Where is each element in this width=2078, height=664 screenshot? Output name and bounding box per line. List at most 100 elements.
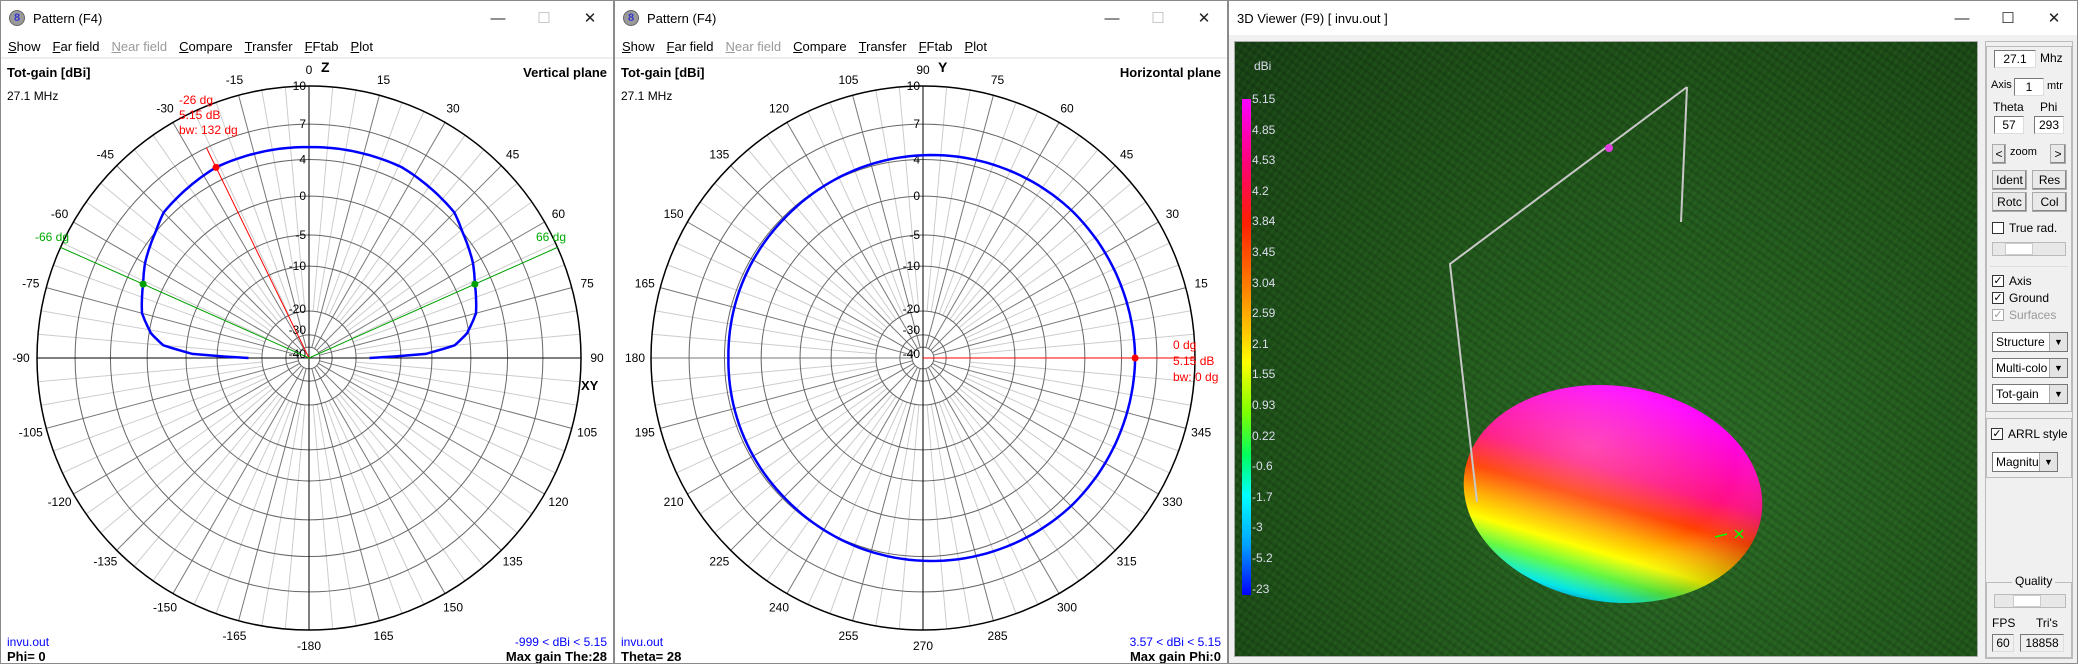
checkbox-box[interactable]: ✓: [1991, 428, 2003, 440]
checkbox-box[interactable]: ✓: [1992, 292, 2004, 304]
checkbox-label: Axis: [2009, 274, 2032, 288]
quantity-dropdown[interactable]: Tot-gain ▼: [1992, 384, 2068, 404]
menu-near-field[interactable]: Near field: [725, 39, 782, 54]
axis-checkbox[interactable]: ✓ Axis: [1992, 274, 2032, 288]
pattern-window-horizontal: 8 Pattern (F4) — ☐ ✕ Show Far field Near…: [614, 0, 1228, 664]
minor-spoke: [958, 182, 1132, 329]
cut-label: Theta= 28: [621, 649, 682, 664]
checkbox-box[interactable]: [1992, 222, 2004, 234]
checkbox-box[interactable]: ✓: [1992, 309, 2004, 321]
title-bar[interactable]: 8 Pattern (F4) — ☐ ✕: [1, 1, 613, 35]
minimize-button[interactable]: —: [1954, 9, 1970, 27]
major-spoke: [73, 363, 300, 495]
angle-label: 60: [1060, 102, 1074, 116]
angle-label: 135: [709, 147, 729, 161]
zoom-out-button[interactable]: <: [1992, 144, 2006, 164]
minimize-button[interactable]: —: [490, 9, 506, 27]
col-button[interactable]: Col: [2032, 192, 2067, 212]
ring-label: -40: [903, 347, 921, 361]
maximize-button[interactable]: ☐: [2001, 10, 2015, 27]
menu-far-field[interactable]: Far field: [52, 39, 100, 54]
menu-plot[interactable]: Plot: [964, 39, 987, 54]
menu-transfer[interactable]: Transfer: [858, 39, 907, 54]
res-button[interactable]: Res: [2032, 170, 2067, 190]
title-bar[interactable]: 8 Pattern (F4) — ☐ ✕: [615, 1, 1227, 35]
minor-spoke: [62, 242, 267, 339]
ground-checkbox[interactable]: ✓ Ground: [1992, 291, 2049, 305]
axis-length-field[interactable]: 1: [2014, 78, 2044, 96]
menu-show[interactable]: Show: [622, 39, 655, 54]
minor-spoke: [667, 373, 879, 452]
angle-label: 270: [913, 639, 933, 653]
structure-dropdown[interactable]: Structure ▼: [1992, 332, 2068, 352]
minor-spoke: [969, 361, 1195, 383]
true-rad-slider[interactable]: [1992, 242, 2066, 256]
major-spoke: [172, 367, 304, 594]
true-rad-checkbox[interactable]: True rad.: [1992, 221, 2057, 235]
zoom-in-button[interactable]: >: [2050, 144, 2066, 164]
display-group: [1986, 46, 2072, 412]
menu-compare[interactable]: Compare: [179, 39, 233, 54]
checkbox-box[interactable]: ✓: [1992, 275, 2004, 287]
major-spoke: [46, 287, 299, 356]
minor-spoke: [152, 396, 283, 582]
3d-viewport[interactable]: dBi 5.15 4.85 4.53 4.2 3.84 3.45 3.04 2.59 2.1 1.…: [1234, 41, 1978, 657]
minor-spoke: [193, 400, 290, 605]
minor-spoke: [965, 377, 1170, 474]
frequency-field[interactable]: 27.1: [1994, 50, 2036, 68]
scale-mode-dropdown[interactable]: Magnitud ▼: [1992, 452, 2058, 472]
legend-value: -0.6: [1252, 459, 1273, 474]
phi-field[interactable]: 293: [2034, 116, 2064, 134]
app-icon: 8: [9, 10, 25, 26]
major-spoke: [46, 360, 299, 429]
close-button[interactable]: ✕: [583, 10, 597, 27]
menu-fftab[interactable]: FFtab: [918, 39, 953, 54]
file-label: invu.out: [7, 635, 50, 649]
menu-show[interactable]: Show: [8, 39, 41, 54]
minor-spoke: [312, 404, 334, 630]
max-angle-label: 0 dg: [1173, 338, 1197, 352]
minor-spoke: [949, 396, 1080, 582]
angle-label: 195: [635, 426, 655, 440]
window-title: Pattern (F4): [33, 10, 103, 26]
rotc-button[interactable]: Rotc: [1992, 192, 2027, 212]
close-button[interactable]: ✕: [1197, 10, 1211, 27]
minor-spoke: [284, 86, 306, 312]
minor-spoke: [807, 400, 904, 605]
surfaces-checkbox[interactable]: ✓ Surfaces: [1992, 308, 2056, 322]
axis-length-label: Axis: [1991, 79, 2012, 91]
maximize-button[interactable]: ☐: [537, 10, 551, 27]
title-bar[interactable]: 3D Viewer (F9) [ invu.out ] — ☐ ✕: [1229, 1, 2077, 35]
ring-label: -10: [289, 259, 307, 273]
major-spoke: [786, 367, 918, 594]
major-spoke: [319, 360, 572, 429]
quality-slider[interactable]: [1994, 594, 2066, 608]
menu-fftab[interactable]: FFtab: [304, 39, 339, 54]
major-spoke: [925, 95, 994, 348]
app-icon: 8: [623, 10, 639, 26]
quality-label: Quality: [2012, 574, 2056, 588]
menu-near-field[interactable]: Near field: [111, 39, 168, 54]
major-spoke: [316, 365, 502, 551]
minor-spoke: [676, 377, 881, 474]
major-spoke: [314, 367, 446, 594]
minimize-button[interactable]: —: [1104, 9, 1120, 27]
close-button[interactable]: ✕: [2047, 10, 2061, 27]
menu-far-field[interactable]: Far field: [666, 39, 714, 54]
menu-compare[interactable]: Compare: [793, 39, 847, 54]
angle-label: -165: [222, 629, 246, 643]
minor-spoke: [938, 402, 1017, 614]
angle-label: 15: [1195, 276, 1209, 290]
major-spoke: [687, 363, 914, 495]
theta-field[interactable]: 57: [1994, 116, 2024, 134]
pattern-window-vertical: 8 Pattern (F4) — ☐ ✕ Show Far field Near…: [0, 0, 614, 664]
axis-marker: [1714, 529, 1744, 539]
ident-button[interactable]: Ident: [1992, 170, 2027, 190]
arrl-style-checkbox[interactable]: ✓ ARRL style: [1991, 427, 2068, 441]
menu-transfer[interactable]: Transfer: [244, 39, 293, 54]
minor-spoke: [100, 387, 274, 534]
minor-spoke: [898, 404, 920, 630]
maximize-button[interactable]: ☐: [1151, 10, 1165, 27]
color-mode-dropdown[interactable]: Multi-colo ▼: [1992, 358, 2068, 378]
menu-plot[interactable]: Plot: [350, 39, 373, 54]
